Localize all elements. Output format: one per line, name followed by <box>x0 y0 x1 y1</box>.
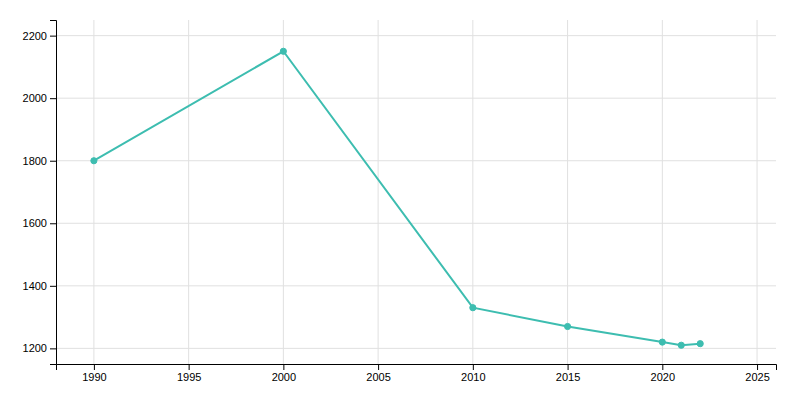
x-axis-tick-mark <box>378 364 379 370</box>
marker <box>280 48 286 54</box>
y-axis-tick: 1800 <box>23 155 56 167</box>
x-axis-tick-mark <box>568 364 569 370</box>
y-axis-tick: 2200 <box>23 30 56 42</box>
chart: 1990 1995 2000 2005 2010 2015 2020 2025 1200 1400… <box>0 0 800 400</box>
y-axis-tick-label: 1400 <box>23 280 47 292</box>
x-axis-tick-label: 1990 <box>82 371 106 383</box>
x-axis-tick-label: 2020 <box>651 371 675 383</box>
marker <box>564 323 570 329</box>
y-axis-tick-label: 1800 <box>23 155 47 167</box>
x-axis-tick: 2015 <box>556 364 580 383</box>
grid-line-x <box>567 20 568 364</box>
x-axis-tick: 2020 <box>651 364 675 383</box>
y-axis-tick-mark <box>50 36 56 37</box>
grid-line-y <box>56 35 776 36</box>
y-axis-tick: 1200 <box>23 342 56 354</box>
x-axis-tick-label: 2005 <box>366 371 390 383</box>
grid-line-x <box>283 20 284 364</box>
x-axis-tick-label: 2025 <box>745 371 769 383</box>
y-axis-tick: 1400 <box>23 280 56 292</box>
grid-line-x <box>93 20 94 364</box>
marker <box>470 305 476 311</box>
plot: 1990 1995 2000 2005 2010 2015 2020 2025 1200 1400… <box>23 20 777 383</box>
marker <box>678 342 684 348</box>
x-axis-tick-mark <box>662 364 663 370</box>
grid-line-x <box>757 20 758 364</box>
y-axis-tick: 2000 <box>23 92 56 104</box>
grid-line-y <box>56 98 776 99</box>
x-axis-tick-mark <box>283 364 284 370</box>
x-axis-tick-label: 2000 <box>272 371 296 383</box>
x-axis-tick-label: 2015 <box>556 371 580 383</box>
y-axis-tick-label: 2000 <box>23 92 47 104</box>
y-axis-tick-mark <box>50 348 56 349</box>
y-axis-tick-mark <box>50 286 56 287</box>
grid <box>56 20 776 364</box>
y-axis-tick-label: 2200 <box>23 30 47 42</box>
x-axis-tick-label: 1995 <box>177 371 201 383</box>
x-axis-tick: 2010 <box>461 364 485 383</box>
grid-line-y <box>56 223 776 224</box>
y-axis-tick: 1600 <box>23 217 56 229</box>
y-axis-tick-label: 1200 <box>23 342 47 354</box>
x-axis: 1990 1995 2000 2005 2010 2015 2020 2025 <box>57 364 777 383</box>
series <box>91 48 703 348</box>
marker <box>659 339 665 345</box>
y-axis-tick-mark <box>50 223 56 224</box>
grid-line-x <box>662 20 663 364</box>
x-axis-tick: 2000 <box>272 364 296 383</box>
x-axis-tick: 2005 <box>366 364 390 383</box>
line <box>94 51 700 345</box>
x-axis-tick-mark <box>189 364 190 370</box>
grid-line-x <box>378 20 379 364</box>
y-axis-tick-label: 1600 <box>23 217 47 229</box>
grid-line-x <box>472 20 473 364</box>
x-axis-line <box>57 365 777 371</box>
y-axis-line <box>50 21 57 365</box>
marker <box>91 158 97 164</box>
y-axis-tick-mark <box>50 98 56 99</box>
x-axis-tick-mark <box>94 364 95 370</box>
marker <box>697 341 703 347</box>
x-axis-tick: 1995 <box>177 364 201 383</box>
x-axis-tick: 1990 <box>82 364 106 383</box>
grid-line-y <box>56 285 776 286</box>
x-axis-tick: 2025 <box>745 364 769 383</box>
x-axis-tick-mark <box>473 364 474 370</box>
y-axis: 1200 1400 1600 1800 2000 2200 <box>23 21 57 365</box>
x-axis-tick-label: 2010 <box>461 371 485 383</box>
grid-line-x <box>188 20 189 364</box>
grid-line-y <box>56 348 776 349</box>
grid-line-y <box>56 160 776 161</box>
x-axis-tick-mark <box>757 364 758 370</box>
y-axis-tick-mark <box>50 161 56 162</box>
